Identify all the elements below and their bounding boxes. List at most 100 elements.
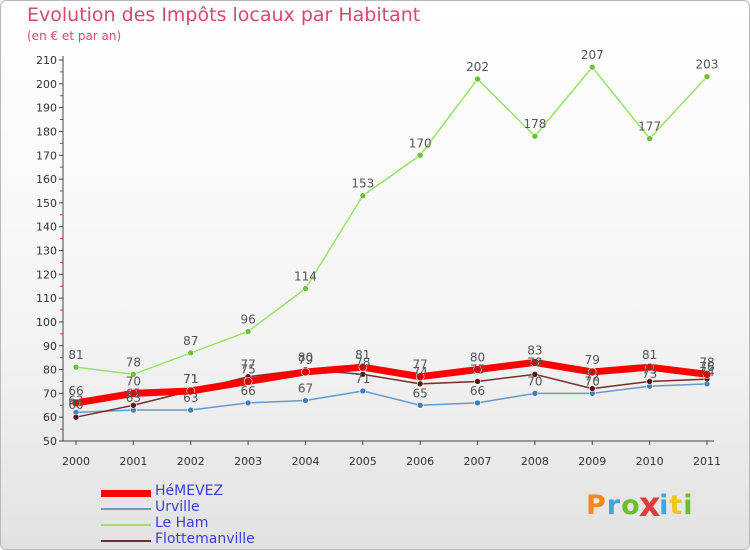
y-tick-label: 170 <box>36 149 57 162</box>
data-label: 79 <box>585 353 600 367</box>
data-label: 78 <box>527 355 542 369</box>
data-point <box>416 401 424 409</box>
x-tick-label: 2006 <box>406 455 434 468</box>
y-tick-label: 200 <box>36 78 57 91</box>
data-point <box>359 192 367 200</box>
data-point <box>645 362 654 372</box>
data-point <box>702 370 712 379</box>
brand-letter: r <box>606 490 622 521</box>
data-label: 207 <box>581 48 604 62</box>
data-point <box>130 371 137 378</box>
data-label: 81 <box>68 348 83 362</box>
x-tick-label: 2008 <box>521 455 549 468</box>
data-point <box>244 399 252 407</box>
data-label: 62 <box>68 393 83 407</box>
data-label: 114 <box>294 270 317 284</box>
legend-label: HéMEVEZ <box>155 483 224 499</box>
y-tick-label: 150 <box>36 197 57 210</box>
data-label: 75 <box>240 362 255 376</box>
y-tick-label: 180 <box>36 125 57 138</box>
data-label: 177 <box>638 120 661 134</box>
data-label: 60 <box>68 398 83 412</box>
data-point <box>72 363 80 371</box>
x-tick-label: 2002 <box>177 455 205 468</box>
series-line <box>75 66 708 376</box>
brand-letter: t <box>669 490 684 521</box>
x-tick-label: 2005 <box>349 455 377 468</box>
data-label: 79 <box>298 353 313 367</box>
data-point <box>130 401 137 409</box>
data-label: 80 <box>298 351 313 365</box>
data-label: 66 <box>470 384 485 398</box>
series-line <box>72 358 711 407</box>
y-tick-label: 70 <box>43 387 57 400</box>
chart-title: Evolution des Impôts locaux par Habitant <box>27 4 421 26</box>
data-label: 65 <box>126 386 141 400</box>
data-label: 75 <box>470 362 485 376</box>
brand-letter: i <box>683 490 694 521</box>
data-label: 73 <box>642 367 657 381</box>
data-point <box>474 75 481 83</box>
data-label: 71 <box>355 372 370 386</box>
legend-swatch <box>101 508 151 510</box>
data-point <box>416 151 424 159</box>
data-point <box>71 398 81 408</box>
x-tick-label: 2009 <box>578 455 606 468</box>
data-point <box>187 349 195 357</box>
data-label: 63 <box>126 391 141 405</box>
y-tick-label: 80 <box>43 364 57 377</box>
y-tick-label: 210 <box>36 54 57 67</box>
data-label: 76 <box>699 360 714 374</box>
data-label: 178 <box>523 117 546 131</box>
data-label: 71 <box>183 372 198 386</box>
y-tick-label: 130 <box>36 245 57 258</box>
data-point <box>415 372 425 382</box>
data-point <box>531 371 539 378</box>
data-point <box>588 63 596 71</box>
x-tick-label: 2000 <box>62 455 90 468</box>
data-label: 74 <box>413 365 428 379</box>
data-label: 67 <box>298 382 313 396</box>
data-label: 77 <box>413 358 428 372</box>
brand-letter: x <box>638 486 662 525</box>
legend-label: Urville <box>155 499 200 515</box>
series-line <box>75 383 708 414</box>
data-label: 70 <box>527 374 542 388</box>
data-label: 78 <box>699 355 714 369</box>
data-point <box>186 386 196 396</box>
x-tick-label: 2004 <box>291 455 319 468</box>
data-point <box>474 378 481 385</box>
data-point <box>359 387 367 395</box>
legend-swatch <box>101 524 151 526</box>
data-label: 78 <box>126 355 141 369</box>
data-point <box>703 73 711 80</box>
data-label: 202 <box>466 60 489 74</box>
data-label: 96 <box>240 312 255 326</box>
data-point <box>473 365 482 374</box>
data-label: 65 <box>413 386 428 400</box>
data-point <box>531 132 539 140</box>
x-tick-label: 2001 <box>119 455 147 468</box>
data-label: 70 <box>585 374 600 388</box>
y-tick-label: 160 <box>36 173 57 186</box>
data-label: 72 <box>585 370 600 384</box>
data-point <box>243 377 253 386</box>
data-point <box>302 285 309 292</box>
data-label: 81 <box>642 348 657 362</box>
chart-subtitle: (en € et par an) <box>27 29 122 43</box>
data-point <box>244 328 252 335</box>
data-label: 170 <box>409 136 432 150</box>
y-tick-label: 100 <box>36 316 57 329</box>
brand-letter: P <box>586 490 607 521</box>
x-tick-label: 2011 <box>693 455 721 468</box>
data-point <box>646 135 653 142</box>
data-label: 74 <box>699 365 714 379</box>
legend-swatch <box>101 540 151 542</box>
data-point <box>587 367 597 377</box>
data-label: 87 <box>183 334 198 348</box>
data-point <box>474 399 481 407</box>
data-label: 153 <box>351 177 374 191</box>
data-label: 77 <box>240 358 255 372</box>
data-label: 81 <box>355 348 370 362</box>
